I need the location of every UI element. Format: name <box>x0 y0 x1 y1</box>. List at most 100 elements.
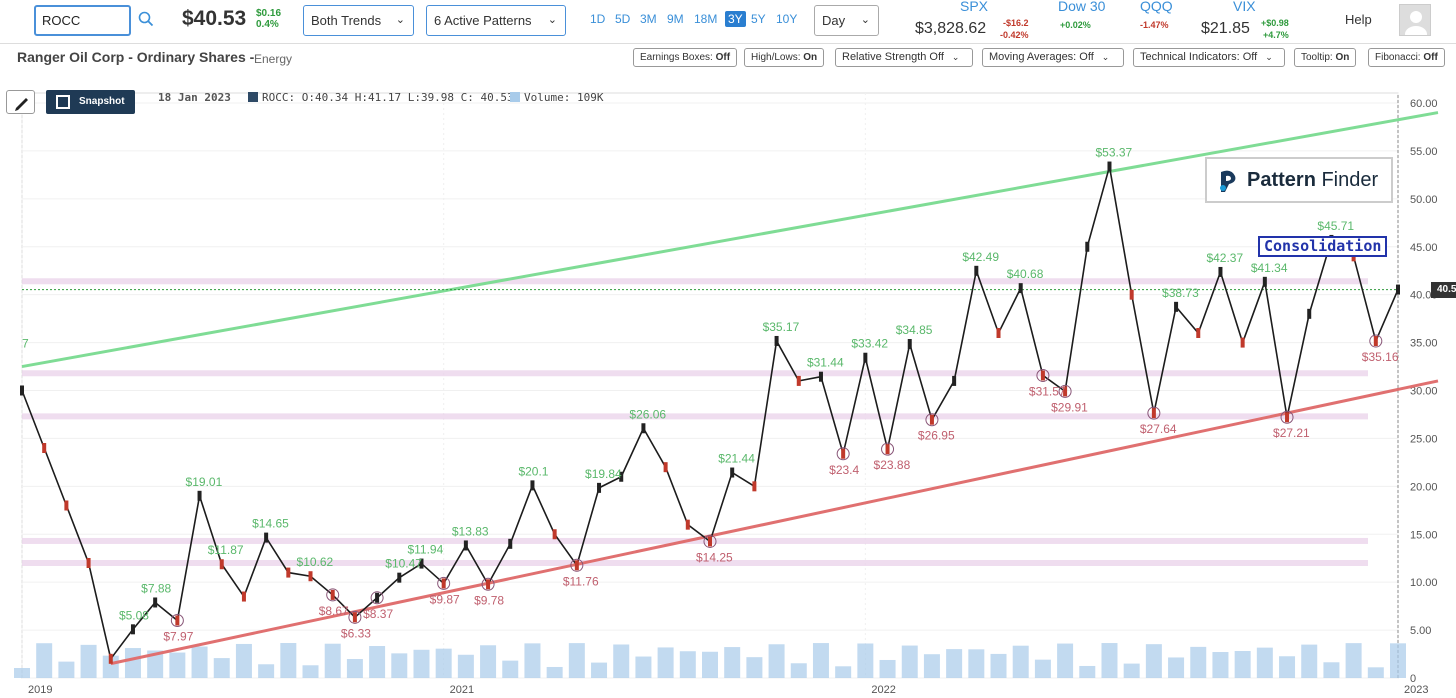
y-tick-label: 20.00 <box>1410 481 1438 493</box>
volume-bar <box>1168 657 1185 678</box>
toggle-highlows-state: On <box>803 52 818 63</box>
range-1d[interactable]: 1D <box>590 12 606 26</box>
toggle-fibonacci[interactable]: Fibonacci: Off <box>1368 48 1445 67</box>
low-label: $27.64 <box>1140 422 1177 436</box>
price-candle <box>1151 408 1156 419</box>
pivot-circle <box>570 558 584 572</box>
price-candle <box>952 375 957 386</box>
price-candle <box>64 500 69 511</box>
pattern-finder-logo: Pattern Finder <box>1205 157 1393 203</box>
support-band <box>22 370 1368 377</box>
index-vix-value: $21.85 <box>1201 20 1250 37</box>
price-candle <box>508 538 513 549</box>
toggle-tooltip[interactable]: Tooltip: On <box>1294 48 1357 67</box>
chevron-down-icon: ⌄ <box>547 14 557 26</box>
patterns-dropdown-label: 6 Active Patterns <box>434 13 532 28</box>
high-label: $10.62 <box>297 555 334 569</box>
top-toolbar: ROCC $40.53 $0.16 0.4% Both Trends ⌄ 6 Ac… <box>0 0 1456 44</box>
consolidation-pattern-label[interactable]: Consolidation <box>1258 236 1388 257</box>
volume-bar <box>1123 663 1140 678</box>
volume-bar <box>635 656 652 678</box>
price-line <box>21 166 1399 661</box>
low-label: $31.57 <box>1029 384 1066 398</box>
toggle-fibonacci-state: Off <box>1423 52 1438 63</box>
toggle-earnings-boxes[interactable]: Earnings Boxes: Off <box>633 48 738 67</box>
index-vix-name: VIX <box>1233 0 1256 14</box>
price-swatch-icon <box>248 92 258 102</box>
volume-bar <box>835 666 852 678</box>
range-9m[interactable]: 9M <box>667 12 684 26</box>
high-label: $13.83 <box>452 524 489 538</box>
range-18m[interactable]: 18M <box>694 12 718 26</box>
x-tick-label: 2023 <box>1404 684 1428 696</box>
price-candle <box>552 529 557 540</box>
chevron-down-icon: ⌄ <box>1265 52 1273 62</box>
range-5d[interactable]: 5D <box>615 12 631 26</box>
price-candle <box>1129 289 1134 300</box>
trends-dropdown[interactable]: Both Trends ⌄ <box>303 5 414 36</box>
high-label: $34.85 <box>896 323 933 337</box>
price-candle <box>1107 161 1112 172</box>
high-label: $53.37 <box>1095 146 1132 160</box>
volume-bar <box>879 659 896 678</box>
volume-bar <box>480 645 497 678</box>
volume-bar <box>657 647 674 678</box>
y-tick-label: 25.00 <box>1410 433 1438 445</box>
price-candle <box>841 448 846 459</box>
draw-tool-button[interactable] <box>6 90 35 114</box>
price-candle <box>308 571 313 582</box>
volume-bar <box>1256 647 1273 678</box>
price-candle <box>530 480 535 491</box>
volume-bar <box>435 648 452 678</box>
volume-bar <box>302 665 319 678</box>
volume-bar <box>1145 644 1162 678</box>
price-candle <box>1196 328 1201 338</box>
technical-indicators-dropdown[interactable]: Technical Indicators: Off ⌄ <box>1133 48 1285 67</box>
pivot-circle <box>703 534 717 548</box>
price-candle <box>352 612 357 623</box>
moving-averages-label: Moving Averages: Off <box>989 51 1094 63</box>
interval-dropdown[interactable]: Day ⌄ <box>814 5 879 36</box>
volume-bar <box>1012 645 1029 678</box>
patterns-dropdown[interactable]: 6 Active Patterns ⌄ <box>426 5 566 36</box>
range-3y[interactable]: 3Y <box>725 11 746 27</box>
price-candle <box>1285 412 1290 423</box>
price-candle <box>619 471 624 482</box>
price-candle <box>286 567 291 578</box>
price-candle <box>486 579 491 590</box>
ticker-search-input[interactable]: ROCC <box>34 5 131 36</box>
index-dow-name: Dow 30 <box>1058 0 1106 14</box>
price-candle <box>708 536 712 547</box>
toggle-earnings-label: Earnings Boxes: <box>640 52 713 63</box>
y-tick-label: 5.00 <box>1410 625 1431 637</box>
pivot-circle <box>1280 410 1294 424</box>
y-tick-label: 40.00 <box>1410 290 1438 302</box>
toggle-tooltip-state: On <box>1335 52 1350 63</box>
snapshot-button[interactable]: Snapshot <box>46 90 135 114</box>
range-10y[interactable]: 10Y <box>776 12 798 26</box>
search-icon[interactable] <box>138 11 154 27</box>
toggle-high-lows[interactable]: High/Lows: On <box>744 48 825 67</box>
relative-strength-dropdown[interactable]: Relative Strength Off ⌄ <box>835 48 973 67</box>
volume-bar <box>280 643 297 678</box>
moving-averages-dropdown[interactable]: Moving Averages: Off ⌄ <box>982 48 1124 67</box>
avatar[interactable] <box>1399 4 1431 36</box>
volume-bar <box>58 661 75 678</box>
legend-ohlc-text: ROCC: O:40.34 H:41.17 L:39.98 C: 40.53 <box>262 91 514 104</box>
volume-bar <box>36 643 53 678</box>
volume-bar <box>124 648 141 678</box>
help-link[interactable]: Help <box>1345 12 1372 27</box>
price-candle <box>1018 283 1023 294</box>
volume-bar <box>1212 652 1229 678</box>
range-5y[interactable]: 5Y <box>751 12 766 26</box>
volume-bar <box>591 662 608 678</box>
logo-bold: Pattern <box>1247 169 1316 191</box>
high-label: $38.73 <box>1162 286 1199 300</box>
legend-ohlc: ROCC: O:40.34 H:41.17 L:39.98 C: 40.53 <box>248 91 514 104</box>
low-label: $14.25 <box>696 550 733 564</box>
index-vix-change: +$0.98 <box>1261 18 1289 28</box>
price-candle <box>641 423 646 434</box>
price-candle <box>42 443 47 453</box>
range-3m[interactable]: 3M <box>640 12 657 26</box>
